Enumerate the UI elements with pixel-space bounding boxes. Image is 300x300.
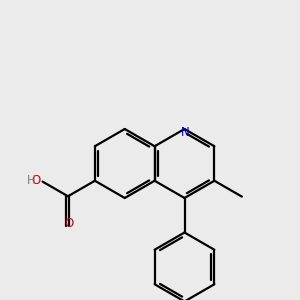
Text: O: O [32,174,41,187]
Text: H: H [27,174,36,187]
Text: O: O [64,217,74,230]
Text: N: N [181,126,190,139]
